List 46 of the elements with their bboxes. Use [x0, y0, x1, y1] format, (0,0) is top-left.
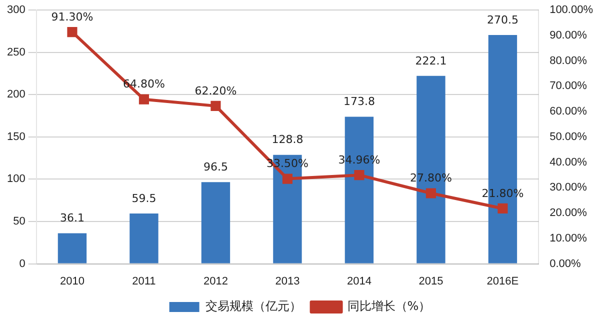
- x-tick-label: 2016E: [486, 275, 519, 288]
- y2-tick-label: 40.00%: [550, 156, 588, 168]
- y-tick-label: 300: [6, 4, 26, 16]
- y2-tick-label: 50.00%: [550, 130, 588, 143]
- point: [498, 203, 508, 214]
- legend-label: 同比增长（%）: [347, 299, 431, 314]
- y-tick-label: 200: [6, 88, 26, 101]
- bar: [201, 182, 230, 264]
- x-tick-label: 2012: [203, 275, 228, 288]
- y2-tick-label: 10.00%: [550, 232, 588, 244]
- y2-tick-label: 20.00%: [550, 207, 588, 220]
- data-label: 173.8: [343, 95, 375, 108]
- point: [282, 174, 292, 184]
- point: [426, 188, 436, 198]
- x-tick-label: 2013: [275, 275, 300, 288]
- y2-tick-label: 100.00%: [550, 4, 594, 16]
- y2-tick-label: 0.00%: [550, 258, 581, 270]
- data-label: 36.1: [60, 212, 84, 225]
- y-tick-label: 250: [6, 46, 26, 58]
- data-label: 96.5: [203, 160, 228, 174]
- y2-tick-label: 30.00%: [550, 182, 588, 194]
- y-tick-label: 0: [19, 258, 26, 270]
- y-tick-label: 150: [6, 130, 26, 143]
- data-label: 91.30%: [51, 10, 94, 24]
- data-label: 62.20%: [194, 84, 237, 98]
- data-label: 270.5: [486, 13, 518, 26]
- x-tick-label: 2011: [132, 275, 156, 288]
- y2-tick-label: 80.00%: [550, 54, 588, 67]
- bar: [130, 213, 158, 264]
- x-tick-label: 2010: [60, 275, 84, 288]
- y-tick-label: 100: [6, 173, 26, 186]
- legend-label: 交易规模（亿元）: [205, 299, 302, 314]
- y2-tick-label: 90.00%: [550, 29, 588, 42]
- y2-tick-label: 70.00%: [550, 80, 588, 92]
- y-tick-label: 50: [13, 216, 26, 228]
- y2-tick-label: 60.00%: [550, 106, 588, 118]
- point: [67, 27, 78, 38]
- data-label: 222.1: [415, 54, 447, 68]
- x-tick-label: 2014: [346, 275, 372, 288]
- data-label: 59.5: [132, 192, 156, 205]
- data-label: 128.8: [272, 133, 304, 146]
- x-tick-label: 2015: [418, 275, 444, 288]
- bar: [58, 233, 87, 264]
- point: [210, 100, 221, 111]
- point: [354, 170, 364, 180]
- point: [138, 94, 150, 104]
